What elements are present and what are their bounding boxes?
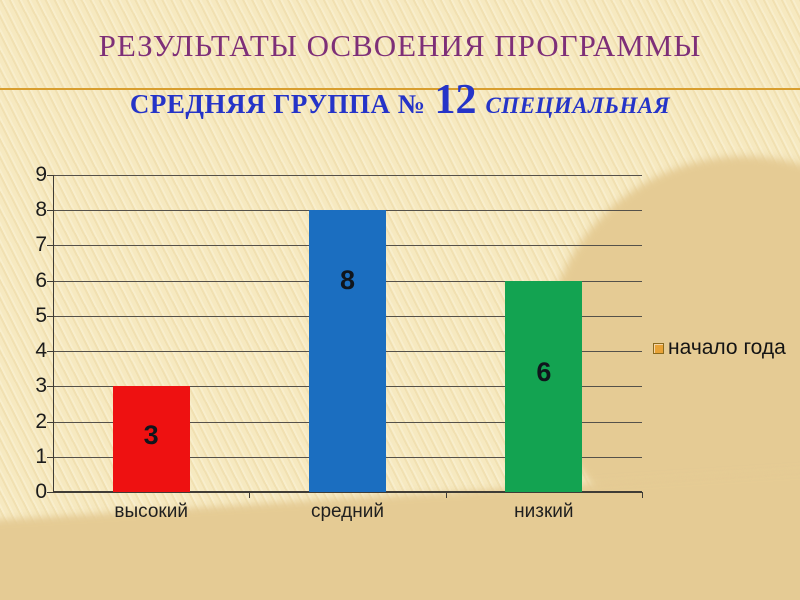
- y-axis-tick: [47, 280, 53, 282]
- bar-низкий: 6: [505, 280, 583, 492]
- x-axis-category-label: низкий: [514, 501, 574, 522]
- y-axis-label: 6: [35, 268, 47, 292]
- y-axis-label: 3: [35, 374, 47, 398]
- gridline: [53, 175, 642, 176]
- divider-line: [0, 88, 800, 90]
- y-axis-tick: [47, 351, 53, 353]
- y-axis-line: [53, 175, 54, 492]
- legend-series-label: начало года: [668, 336, 786, 359]
- y-axis-tick: [47, 456, 53, 458]
- bar-value-label: 8: [339, 265, 356, 296]
- y-axis-label: 7: [35, 233, 47, 257]
- bar-средний: 8: [309, 210, 386, 492]
- subtitle-group-text: СРЕДНЯЯ ГРУППА №: [129, 89, 426, 119]
- chart-legend: начало года: [653, 336, 786, 360]
- x-axis-tick: [249, 492, 251, 498]
- x-axis-category-label: высокий: [114, 501, 188, 522]
- x-axis-tick: [445, 492, 447, 498]
- y-axis-label: 8: [35, 198, 47, 222]
- y-axis-label: 9: [35, 163, 47, 186]
- y-axis-label: 4: [35, 339, 47, 363]
- bar-высокий: 3: [112, 386, 190, 492]
- x-axis-category-label: средний: [310, 501, 384, 522]
- slide-title: РЕЗУЛЬТАТЫ ОСВОЕНИЯ ПРОГРАММЫ: [98, 28, 702, 63]
- subtitle-special-text: СПЕЦИАЛЬНАЯ: [485, 93, 671, 118]
- bar-value-label: 3: [143, 420, 159, 451]
- y-axis-label: 2: [35, 409, 47, 433]
- y-axis-tick: [47, 386, 53, 388]
- legend-marker-icon: [653, 342, 664, 354]
- x-axis-line: [53, 491, 642, 493]
- y-axis-tick: [47, 245, 53, 247]
- y-axis-tick: [47, 315, 53, 317]
- y-axis-tick: [47, 421, 53, 423]
- y-axis-tick: [47, 175, 53, 176]
- y-axis-tick: [47, 210, 53, 212]
- slide-subtitle: СРЕДНЯЯ ГРУППА № 12 СПЕЦИАЛЬНАЯ: [0, 76, 800, 124]
- y-axis-label: 5: [35, 303, 47, 327]
- subtitle-group-number: 12: [434, 77, 477, 123]
- y-axis-label: 1: [35, 444, 47, 468]
- y-axis-label: 0: [35, 480, 47, 503]
- bar-value-label: 6: [536, 356, 552, 387]
- y-axis-tick: [47, 492, 53, 493]
- x-axis-tick: [642, 492, 643, 498]
